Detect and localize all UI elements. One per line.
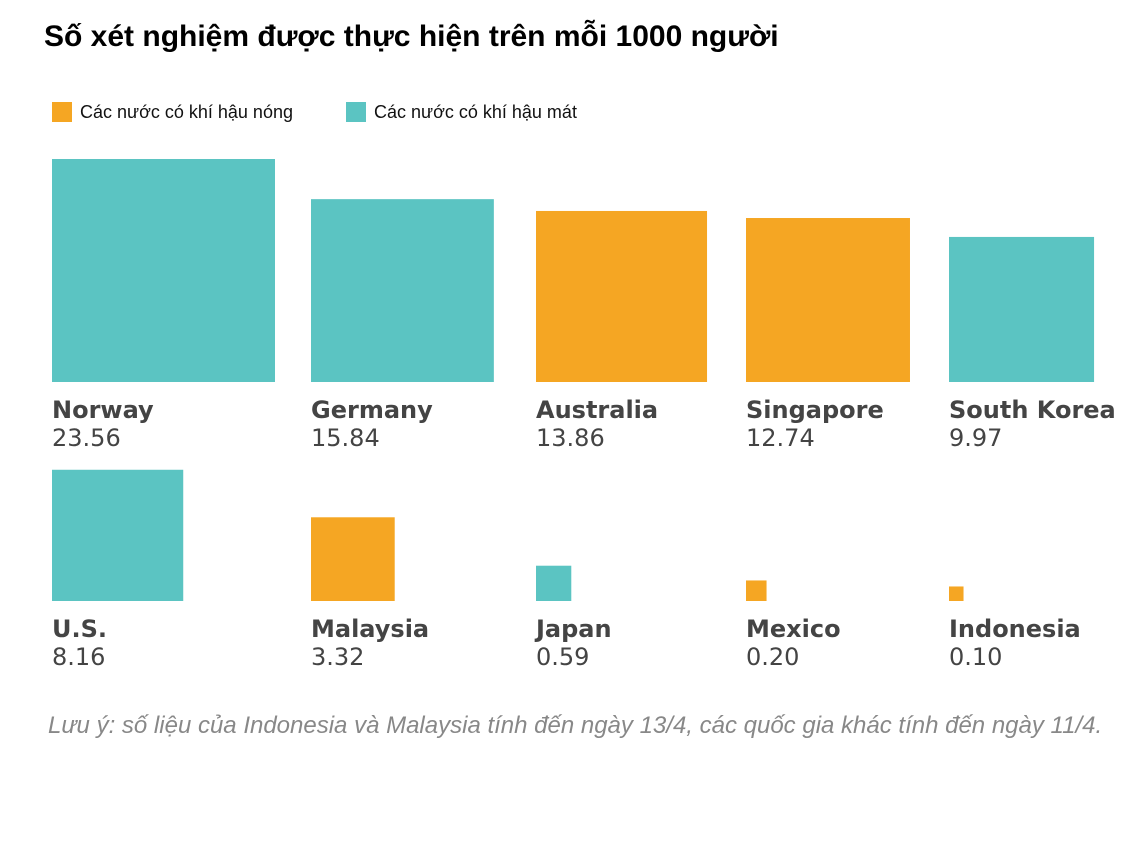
square-indonesia (949, 586, 964, 601)
country-label-germany: Germany (311, 396, 433, 424)
square-australia (536, 210, 708, 382)
value-label-germany: 15.84 (311, 424, 380, 452)
legend-item-hot: Các nước có khí hậu nóng (52, 100, 293, 124)
square-malaysia (311, 517, 395, 601)
value-label-australia: 13.86 (536, 424, 605, 452)
square-germany (311, 199, 494, 382)
value-label-mexico: 0.20 (746, 643, 799, 671)
square-u-s (52, 469, 184, 601)
value-label-u-s: 8.16 (52, 643, 105, 671)
value-label-singapore: 12.74 (746, 424, 815, 452)
country-label-mexico: Mexico (746, 615, 841, 643)
legend-label-cool: Các nước có khí hậu mát (374, 101, 577, 122)
country-label-indonesia: Indonesia (949, 615, 1081, 643)
country-label-south-korea: South Korea (949, 396, 1116, 424)
value-label-south-korea: 9.97 (949, 424, 1002, 452)
value-label-norway: 23.56 (52, 424, 121, 452)
value-label-indonesia: 0.10 (949, 643, 1002, 671)
country-label-singapore: Singapore (746, 396, 884, 424)
value-label-japan: 0.59 (536, 643, 589, 671)
square-japan (536, 565, 572, 601)
country-label-malaysia: Malaysia (311, 615, 429, 643)
square-singapore (746, 218, 910, 382)
country-label-australia: Australia (536, 396, 658, 424)
chart-title: Số xét nghiệm được thực hiện trên mỗi 10… (44, 20, 779, 53)
square-norway (52, 159, 275, 382)
square-south-korea (949, 236, 1095, 382)
square-mexico (746, 580, 767, 601)
legend-swatch-cool (346, 102, 366, 122)
value-label-malaysia: 3.32 (311, 643, 364, 671)
legend-label-hot: Các nước có khí hậu nóng (80, 101, 293, 122)
footnote: Lưu ý: số liệu của Indonesia và Malaysia… (48, 712, 1103, 739)
legend-item-cool: Các nước có khí hậu mát (346, 100, 577, 124)
legend-swatch-hot (52, 102, 72, 122)
country-label-u-s: U.S. (52, 615, 107, 643)
country-label-japan: Japan (534, 615, 612, 643)
country-label-norway: Norway (52, 396, 154, 424)
